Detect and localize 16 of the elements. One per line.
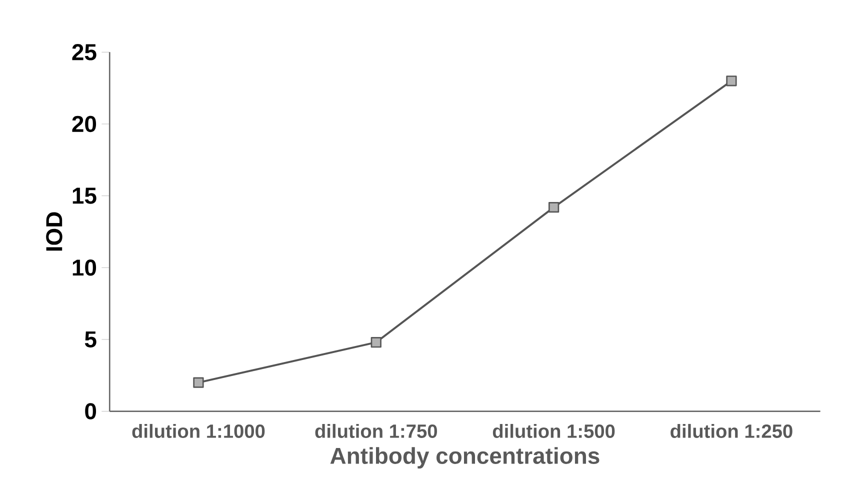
y-axis-title: IOD [46,212,62,251]
y-tick-label: 0 [85,403,96,420]
point [370,337,382,348]
point [726,76,737,86]
x-tick-label: dilution 1:1000 [132,424,265,438]
x-tick-label: dilution 1:250 [670,424,792,438]
point [548,202,560,213]
y-tick-label: 25 [72,44,96,60]
x-tick-label: dilution 1:750 [315,424,437,438]
x-tick-label: dilution 1:500 [492,424,615,438]
y-tick-label: 5 [84,331,96,348]
point [193,377,204,388]
y-tick-label: 10 [72,260,96,276]
y-tick-label: 15 [72,188,96,204]
y-tick-label: 20 [72,116,96,132]
x-axis-title: Antibody concentrations [330,447,600,469]
